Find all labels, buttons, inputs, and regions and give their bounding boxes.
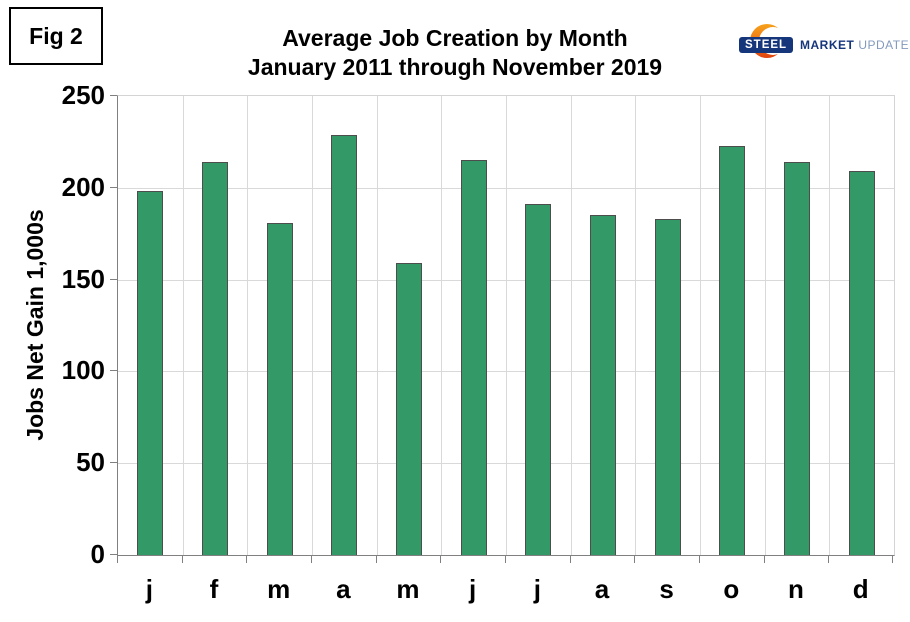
- bar-j-0: [137, 191, 164, 555]
- y-tick-mark: [110, 186, 117, 188]
- y-axis: 0 50 100 150 200 250: [0, 82, 117, 567]
- figure-label-box: Fig 2: [9, 7, 103, 65]
- x-tick-mark: [699, 556, 700, 563]
- x-tick-mark: [569, 556, 571, 563]
- bar-n-10: [784, 162, 811, 555]
- bar-f-1: [202, 162, 228, 555]
- gridline-vertical: [376, 96, 378, 555]
- x-category-label: d: [852, 574, 869, 604]
- gridline-vertical: [312, 96, 313, 555]
- x-tick-mark: [440, 556, 442, 563]
- y-tick-mark: [110, 462, 117, 464]
- y-tick-mark: [110, 278, 117, 280]
- x-tick-mark: [375, 556, 377, 563]
- bar-d-11: [848, 171, 875, 555]
- bar-slot: [118, 96, 183, 555]
- bar-slot: [571, 96, 636, 555]
- gridline-vertical: [182, 96, 184, 555]
- bar-slot: [506, 96, 571, 555]
- chart-title-line1: Average Job Creation by Month: [282, 25, 628, 51]
- x-category-label: j: [533, 574, 541, 604]
- y-tick-label: 200: [61, 171, 105, 202]
- bars-container: [118, 96, 894, 555]
- bar-m-4: [396, 263, 423, 555]
- bar-slot: [247, 96, 312, 555]
- chart-title-line2: January 2011 through November 2019: [247, 54, 663, 80]
- gridline-vertical: [441, 96, 443, 555]
- gridline-vertical: [635, 96, 637, 555]
- bar-slot: [377, 96, 442, 555]
- chart-title: Average Job Creation by Month January 20…: [0, 24, 910, 82]
- gridline-vertical: [570, 96, 572, 555]
- figure-label: Fig 2: [29, 22, 83, 49]
- y-tick-label: 250: [61, 80, 105, 110]
- gridline-vertical: [506, 96, 507, 555]
- x-tick-mark: [505, 556, 506, 563]
- bar-slot: [829, 96, 894, 555]
- x-category-label: m: [396, 574, 420, 604]
- y-tick-label: 0: [90, 539, 105, 569]
- bar-a-7: [590, 215, 617, 555]
- x-category-label: j: [469, 574, 477, 604]
- y-tick-label: 150: [61, 263, 105, 294]
- x-category-label: s: [659, 574, 674, 604]
- x-category-label: a: [336, 574, 351, 604]
- gridline-vertical: [829, 96, 831, 555]
- logo-market-text: MARKET: [800, 38, 855, 52]
- bar-slot: [700, 96, 765, 555]
- x-tick-mark: [117, 556, 118, 563]
- y-tick-mark: [110, 370, 117, 372]
- gridline-vertical: [247, 96, 249, 555]
- x-tick-mark: [246, 556, 248, 563]
- x-tick-mark: [892, 556, 893, 563]
- smu-logo: STEEL MARKET UPDATE: [736, 22, 909, 62]
- plot-area: [117, 95, 895, 556]
- bar-slot: [441, 96, 506, 555]
- x-tick-mark: [311, 556, 312, 563]
- x-category-label: f: [209, 574, 219, 604]
- x-category-label: m: [267, 574, 291, 604]
- x-tick-mark: [763, 556, 765, 563]
- x-tick-mark: [181, 556, 183, 563]
- bar-slot: [312, 96, 377, 555]
- x-tick-mark: [828, 556, 830, 563]
- x-tick-mark: [634, 556, 636, 563]
- x-category-label: o: [723, 574, 740, 604]
- bar-o-9: [719, 145, 746, 555]
- gridline-vertical: [764, 96, 766, 555]
- bar-s-8: [654, 219, 681, 555]
- y-tick-label: 50: [76, 447, 105, 478]
- logo-update-text: UPDATE: [858, 38, 910, 52]
- y-tick-label: 100: [61, 355, 105, 386]
- x-category-label: n: [788, 574, 804, 604]
- gridline-vertical: [700, 96, 701, 555]
- x-category-label: j: [145, 574, 153, 604]
- y-tick-mark: [110, 95, 117, 96]
- bar-slot: [635, 96, 700, 555]
- y-tick-mark: [110, 554, 117, 555]
- bar-j-5: [460, 160, 487, 555]
- bar-j-6: [525, 204, 552, 555]
- bar-slot: [183, 96, 248, 555]
- bar-slot: [765, 96, 830, 555]
- x-category-label: a: [594, 574, 610, 604]
- logo-right-text: MARKET UPDATE: [800, 37, 909, 53]
- logo-steel-text: STEEL: [739, 37, 794, 53]
- bar-a-3: [331, 134, 358, 555]
- bar-m-2: [266, 222, 293, 555]
